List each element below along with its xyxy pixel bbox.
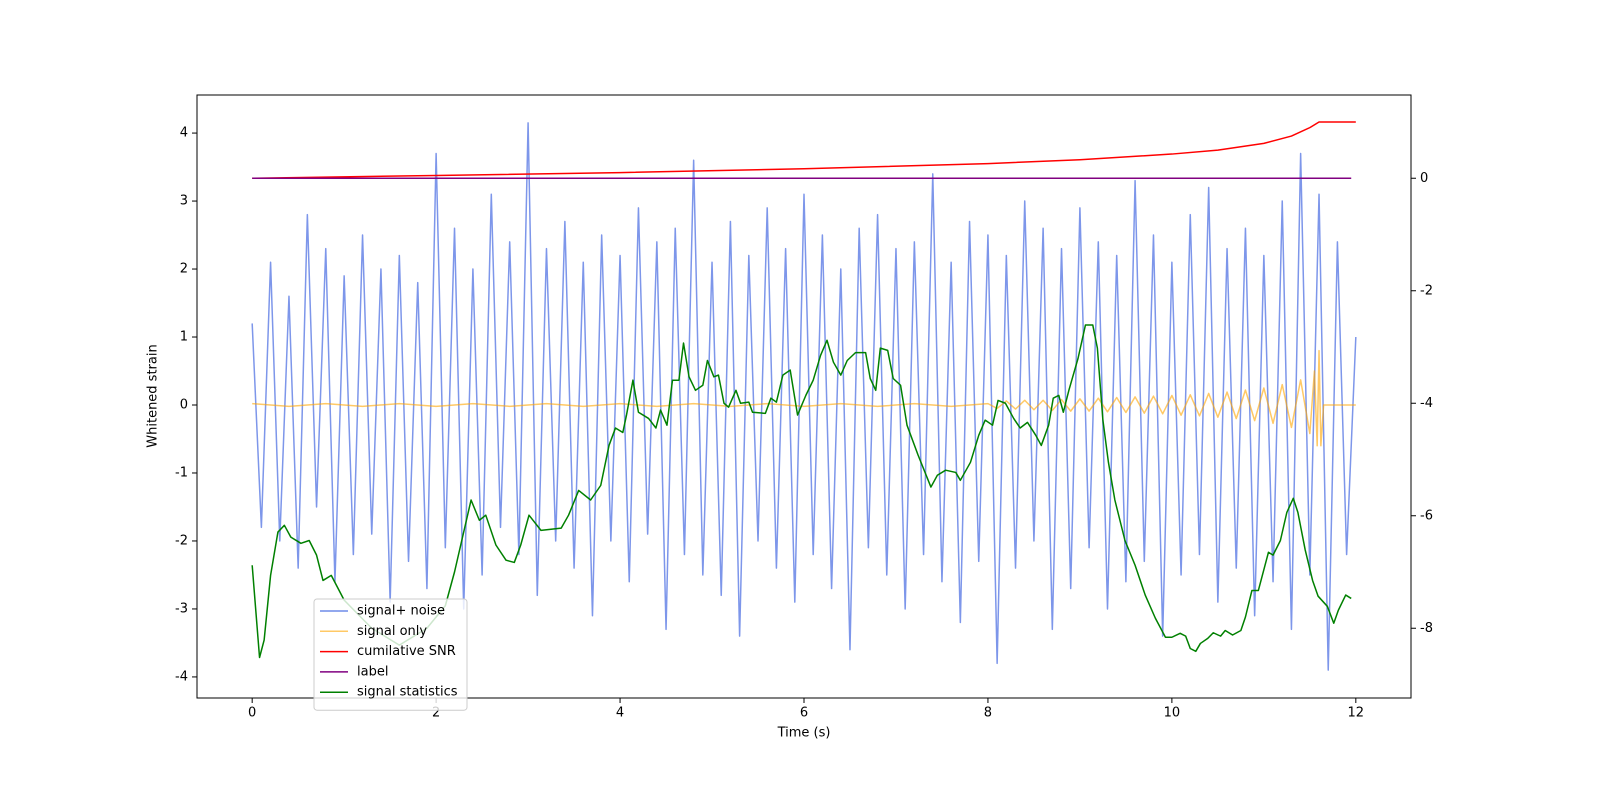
series-line [251, 324, 1352, 659]
x-tick-label: 2 [432, 706, 440, 721]
series-line [251, 122, 1357, 671]
legend-label: cumilative SNR [357, 644, 456, 659]
y2-tick-label: -6 [1420, 508, 1433, 523]
x-tick-label: 8 [984, 706, 992, 721]
x-tick-label: 0 [248, 706, 256, 721]
y2-tick-label: -8 [1420, 621, 1433, 636]
y-tick-label: 0 [180, 397, 188, 412]
x-tick-label: 12 [1348, 706, 1365, 721]
x-axis-label: Time (s) [777, 726, 831, 741]
y-tick-label: 1 [180, 330, 188, 345]
series-line [252, 121, 1356, 179]
y-tick-label: -2 [175, 533, 188, 548]
y-tick-label: 2 [180, 262, 188, 277]
legend-label: label [357, 664, 388, 679]
y-tick-label: -1 [175, 465, 188, 480]
y-tick-label: 4 [180, 126, 188, 141]
legend-label: signal statistics [357, 685, 458, 700]
legend-label: signal only [357, 624, 427, 639]
x-tick-label: 10 [1164, 706, 1181, 721]
y2-tick-label: 0 [1420, 171, 1428, 186]
y-tick-label: -4 [175, 669, 188, 684]
y-tick-label: 3 [180, 194, 188, 209]
series-line [252, 349, 1356, 447]
legend-label: signal+ noise [357, 604, 445, 619]
y-axis-label: Whitened strain [146, 344, 161, 447]
y-tick-label: -3 [175, 601, 188, 616]
legend-box [313, 598, 468, 711]
x-tick-label: 4 [616, 706, 624, 721]
y2-tick-label: -4 [1420, 396, 1433, 411]
y2-tick-label: -2 [1420, 283, 1433, 298]
x-tick-label: 6 [800, 706, 808, 721]
